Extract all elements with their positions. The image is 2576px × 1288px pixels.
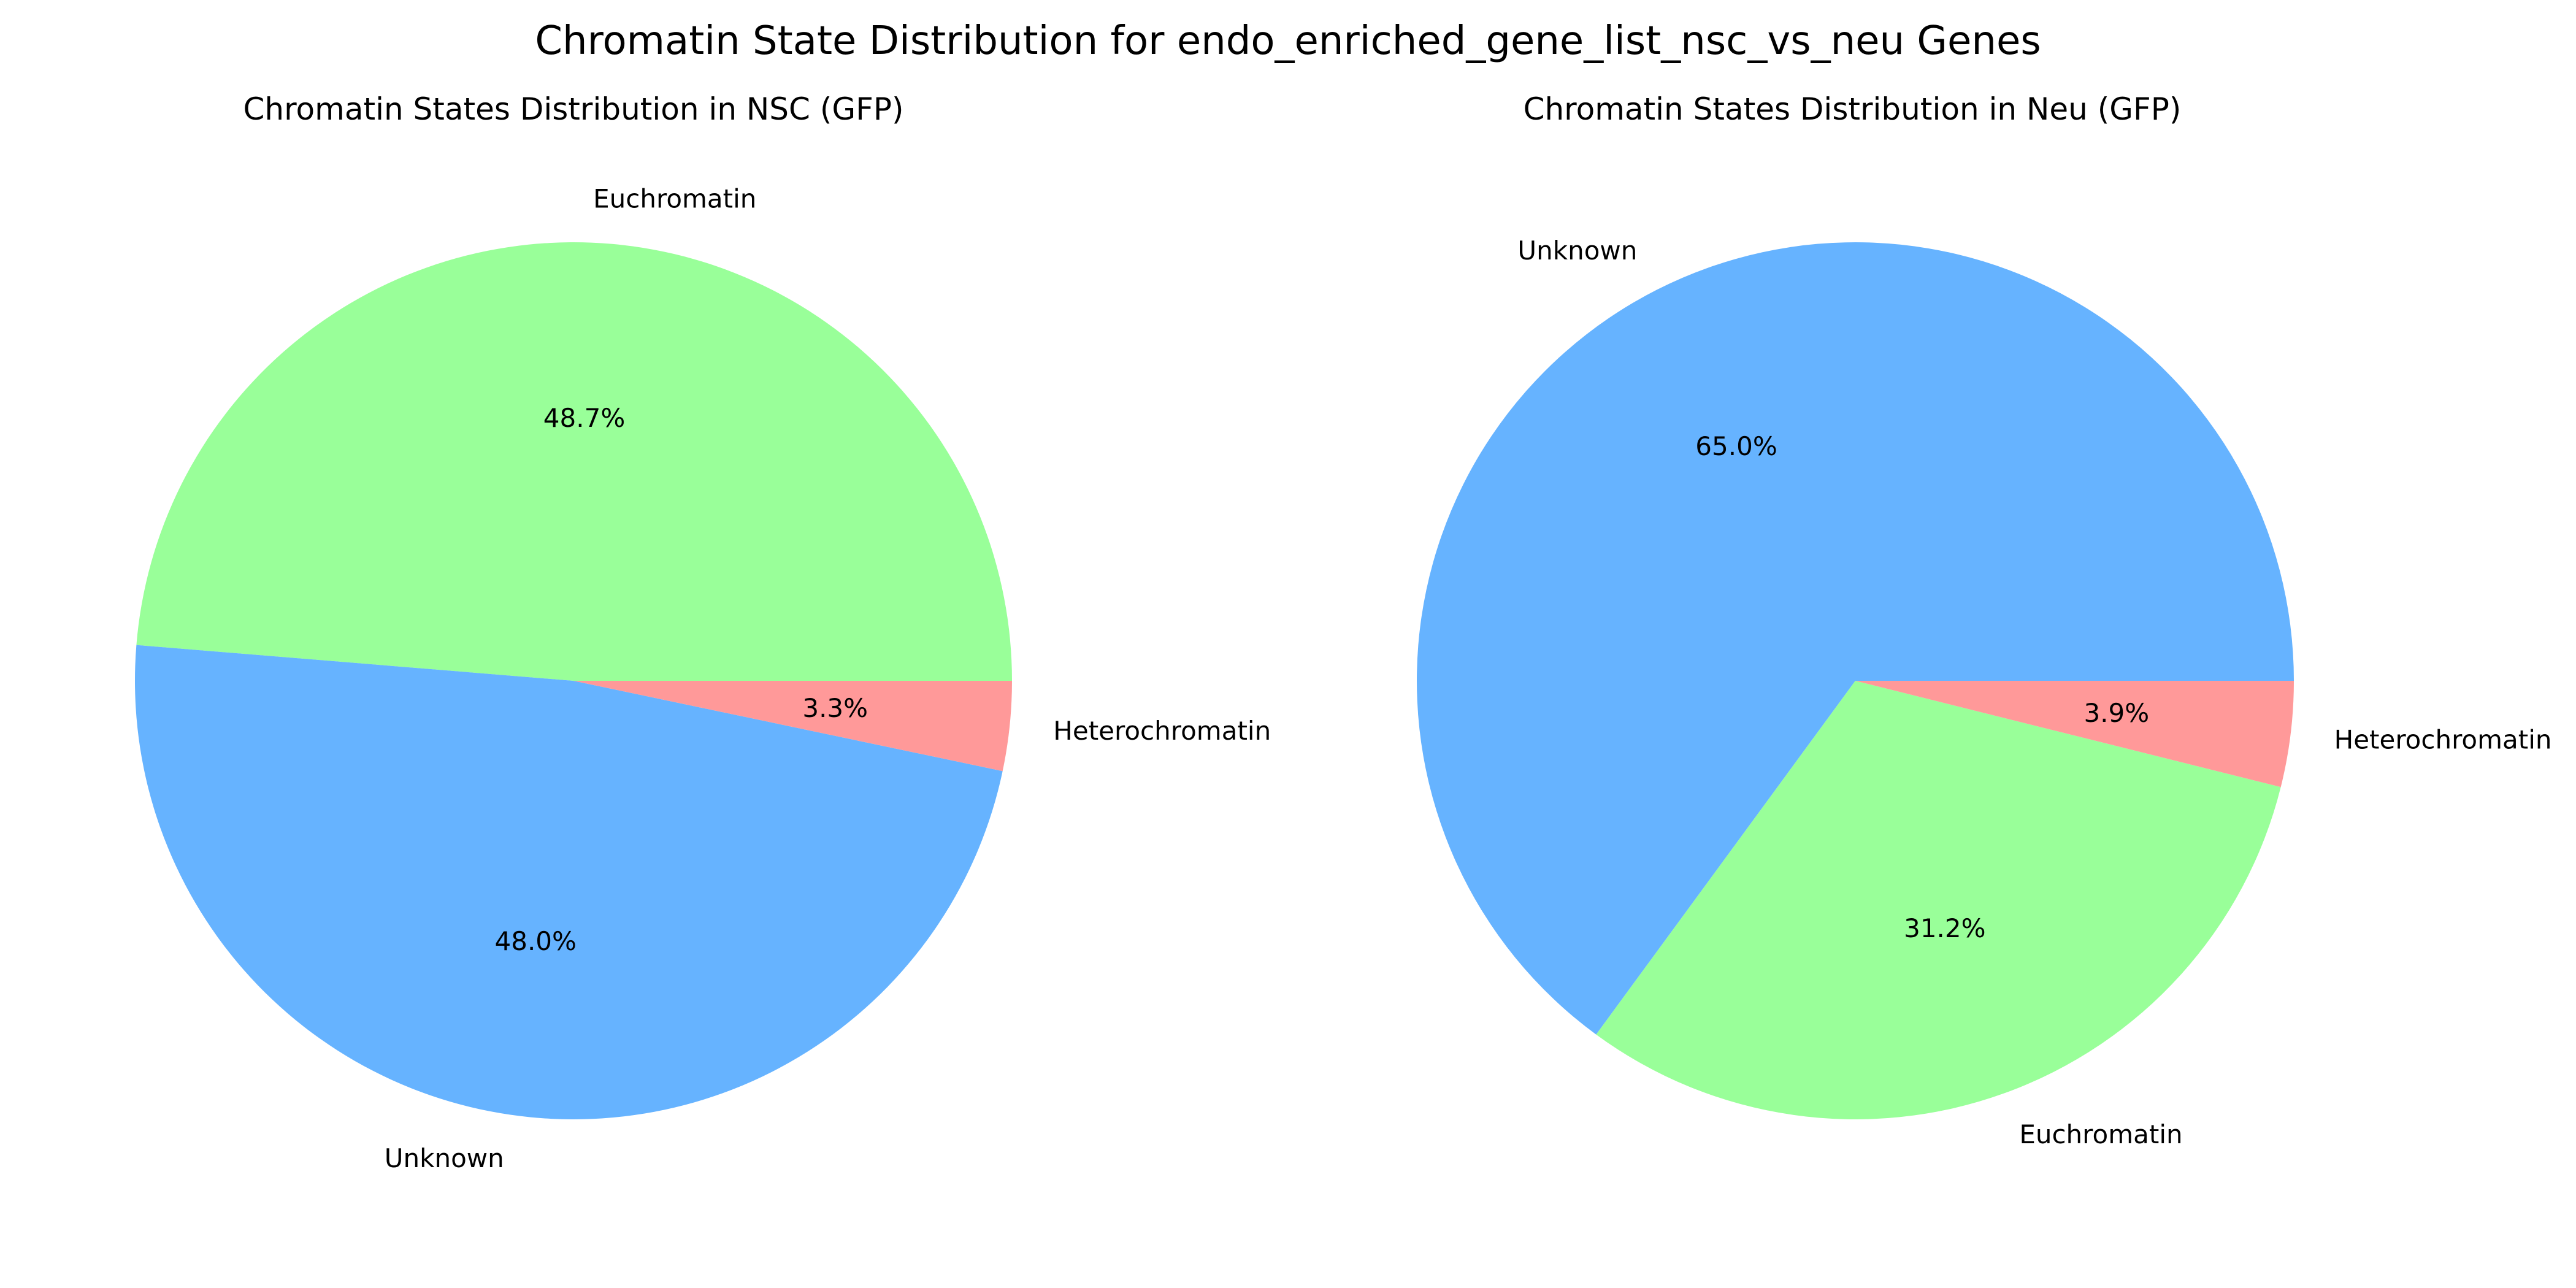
pie-slice-label-unknown: Unknown — [1517, 236, 1637, 266]
pie-pct-label-unknown: 65.0% — [1695, 431, 1777, 461]
pie-slices-nsc — [134, 242, 1012, 1120]
pie-chart-nsc: Chromatin States Distribution in NSC (GF… — [134, 91, 1271, 1173]
pie-pct-label-heterochromatin: 3.3% — [802, 693, 868, 723]
pie-pct-label-euchromatin: 31.2% — [1904, 913, 1985, 943]
pie-slice-label-unknown: Unknown — [385, 1143, 504, 1173]
pie-slice-heterochromatin — [573, 681, 1012, 772]
pie-title-nsc: Chromatin States Distribution in NSC (GF… — [243, 91, 903, 127]
pie-slice-unknown — [134, 645, 1003, 1120]
pie-pct-label-euchromatin: 48.7% — [543, 403, 625, 433]
figure-title: Chromatin State Distribution for endo_en… — [535, 18, 2041, 64]
pie-slice-heterochromatin — [1855, 681, 2294, 788]
pie-labels-nsc: 48.7% Euchromatin 48.0% Unknown 3.3% Heteroch… — [385, 184, 1271, 1173]
pie-labels-neu: 65.0% Unknown 31.2% Euchromatin 3.9% Heteroch… — [1517, 236, 2551, 1149]
pie-title-neu: Chromatin States Distribution in Neu (GF… — [1524, 91, 2182, 127]
pie-slice-label-heterochromatin: Heterochromatin — [1053, 716, 1271, 746]
pie-slice-euchromatin — [1596, 681, 2281, 1120]
pie-slice-euchromatin — [136, 242, 1012, 681]
pie-pct-label-heterochromatin: 3.9% — [2083, 698, 2149, 728]
pie-slice-unknown — [1417, 242, 2294, 1035]
pie-slice-label-heterochromatin: Heterochromatin — [2334, 725, 2552, 755]
pie-chart-neu: Chromatin States Distribution in Neu (GF… — [1417, 91, 2552, 1149]
pie-slice-label-euchromatin: Euchromatin — [593, 184, 756, 214]
pie-pct-label-unknown: 48.0% — [495, 926, 577, 956]
pie-slice-label-euchromatin: Euchromatin — [2019, 1119, 2182, 1149]
pie-slices-neu — [1417, 242, 2294, 1120]
